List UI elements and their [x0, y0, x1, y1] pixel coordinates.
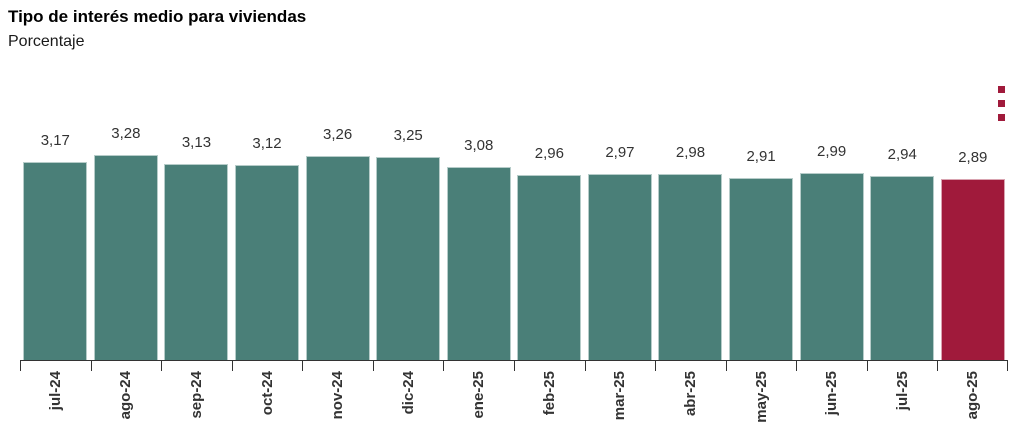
- x-axis-label: ene-25: [470, 371, 488, 419]
- x-axis-tick: [937, 361, 939, 371]
- plot-area: 3,17 3,28 3,13 3,12 3,26 3,25 3,08 2,96 2,97 2,98…: [20, 0, 1008, 448]
- x-axis-tick: [1007, 361, 1008, 371]
- x-axis-label-slot: ago-24: [91, 371, 162, 423]
- bar-column-dic-24: 3,25: [373, 127, 444, 360]
- x-axis-label-slot: jul-24: [20, 371, 91, 423]
- x-axis-label-slot: may-25: [726, 371, 797, 423]
- bar-value-label: 2,94: [887, 146, 917, 163]
- bar-column-nov-24: 3,26: [302, 126, 373, 360]
- bar-value-label: 3,28: [111, 125, 141, 142]
- bar-dic-24[interactable]: [376, 157, 441, 360]
- bar-value-label: 3,17: [40, 132, 70, 149]
- bar-feb-25[interactable]: [517, 175, 582, 360]
- kebab-menu-dot-icon: [997, 114, 1005, 121]
- chart-title: Tipo de interés medio para viviendas: [8, 7, 307, 26]
- x-axis-label: ago-24: [117, 371, 135, 420]
- bar-abr-25[interactable]: [658, 174, 723, 360]
- x-axis-label-slot: jun-25: [796, 371, 867, 423]
- bar-value-label: 3,12: [252, 135, 282, 152]
- x-axis-label-slot: feb-25: [514, 371, 585, 423]
- x-axis-label-slot: mar-25: [585, 371, 656, 423]
- x-axis-tick: [231, 361, 233, 371]
- bar-value-label: 3,26: [323, 126, 353, 143]
- x-axis-label: oct-24: [258, 371, 276, 416]
- bar-sep-24[interactable]: [164, 164, 229, 360]
- chart-subtitle: Porcentaje: [8, 33, 85, 50]
- bar-ago-25[interactable]: [940, 179, 1005, 360]
- bar-value-label: 2,99: [817, 143, 847, 160]
- x-axis-label-slot: ago-25: [938, 371, 1009, 423]
- x-axis-label: mar-25: [611, 371, 629, 421]
- bar-column-ago-24: 3,28: [91, 125, 162, 360]
- bar-column-jul-24: 3,17: [20, 132, 91, 360]
- bar-may-25[interactable]: [729, 178, 794, 360]
- bar-value-label: 3,25: [393, 127, 423, 144]
- bar-value-label: 2,97: [605, 144, 635, 161]
- x-axis-label: may-25: [752, 371, 770, 423]
- x-axis-tick: [514, 361, 515, 371]
- bar-jul-25[interactable]: [870, 176, 935, 360]
- x-axis-tick: [302, 361, 304, 371]
- x-axis-label: jun-25: [823, 371, 841, 416]
- x-axis-tick: [372, 361, 374, 371]
- x-axis-label-slot: sep-24: [161, 371, 232, 423]
- bar-jul-24[interactable]: [23, 162, 88, 360]
- bar-column-jul-25: 2,94: [867, 146, 938, 360]
- kebab-menu-dot-icon: [997, 100, 1005, 107]
- bar-value-label: 2,98: [675, 144, 706, 161]
- bar-column-sep-24: 3,13: [161, 134, 232, 360]
- bar-column-ago-25: 2,89: [938, 149, 1009, 360]
- bar-jun-25[interactable]: [799, 173, 864, 360]
- x-axis-tick: [796, 361, 798, 371]
- bar-value-label: 2,91: [746, 148, 776, 165]
- bar-column-may-25: 2,91: [726, 148, 797, 360]
- x-axis-label: nov-24: [329, 371, 347, 420]
- bars-container: 3,17 3,28 3,13 3,12 3,26 3,25 3,08 2,96 2,97 2,98…: [20, 0, 1008, 360]
- bar-value-label: 3,08: [464, 137, 494, 154]
- bar-ene-25[interactable]: [446, 167, 511, 360]
- context-menu-button[interactable]: [993, 86, 1009, 121]
- x-axis-label-slot: nov-24: [302, 371, 373, 423]
- x-axis-label-slot: dic-24: [373, 371, 444, 423]
- kebab-menu-dot-icon: [997, 86, 1005, 93]
- x-axis-tick: [866, 361, 868, 371]
- x-axis-label: dic-24: [399, 371, 417, 415]
- x-axis-tick: [20, 361, 21, 371]
- bar-oct-24[interactable]: [235, 165, 300, 360]
- x-axis-label-slot: oct-24: [232, 371, 303, 423]
- x-axis-label: jul-24: [46, 371, 64, 411]
- x-axis-labels: jul-24 ago-24 sep-24 oct-24 nov-24 dic-24 ene-…: [20, 371, 1008, 423]
- bar-column-mar-25: 2,97: [585, 144, 656, 360]
- x-axis-label: abr-25: [681, 371, 699, 417]
- x-axis-label: jul-25: [893, 371, 911, 411]
- x-axis-label-slot: jul-25: [867, 371, 938, 423]
- bar-column-abr-25: 2,98: [655, 144, 726, 360]
- x-axis-label-slot: ene-25: [443, 371, 514, 423]
- x-axis-label-slot: abr-25: [655, 371, 726, 423]
- bar-column-oct-24: 3,12: [232, 135, 303, 360]
- bar-column-jun-25: 2,99: [796, 143, 867, 360]
- bar-value-label: 2,96: [534, 145, 564, 162]
- bar-ago-24[interactable]: [93, 155, 158, 360]
- x-axis-tick: [725, 361, 727, 371]
- bar-value-label: 3,13: [181, 134, 212, 151]
- x-axis-tick: [161, 361, 163, 371]
- bar-column-ene-25: 3,08: [443, 137, 514, 360]
- x-axis-line: [20, 360, 1008, 361]
- bar-mar-25[interactable]: [587, 174, 652, 360]
- x-axis-label: ago-25: [964, 371, 982, 420]
- bar-nov-24[interactable]: [305, 156, 370, 360]
- x-axis-tick: [90, 361, 92, 371]
- x-axis-label: sep-24: [187, 371, 205, 419]
- x-axis-tick: [655, 361, 657, 371]
- bar-value-label: 2,89: [958, 149, 988, 166]
- x-axis-label: feb-25: [540, 371, 558, 416]
- bar-column-feb-25: 2,96: [514, 145, 585, 360]
- x-axis-tick: [443, 361, 445, 371]
- x-axis-tick: [584, 361, 586, 371]
